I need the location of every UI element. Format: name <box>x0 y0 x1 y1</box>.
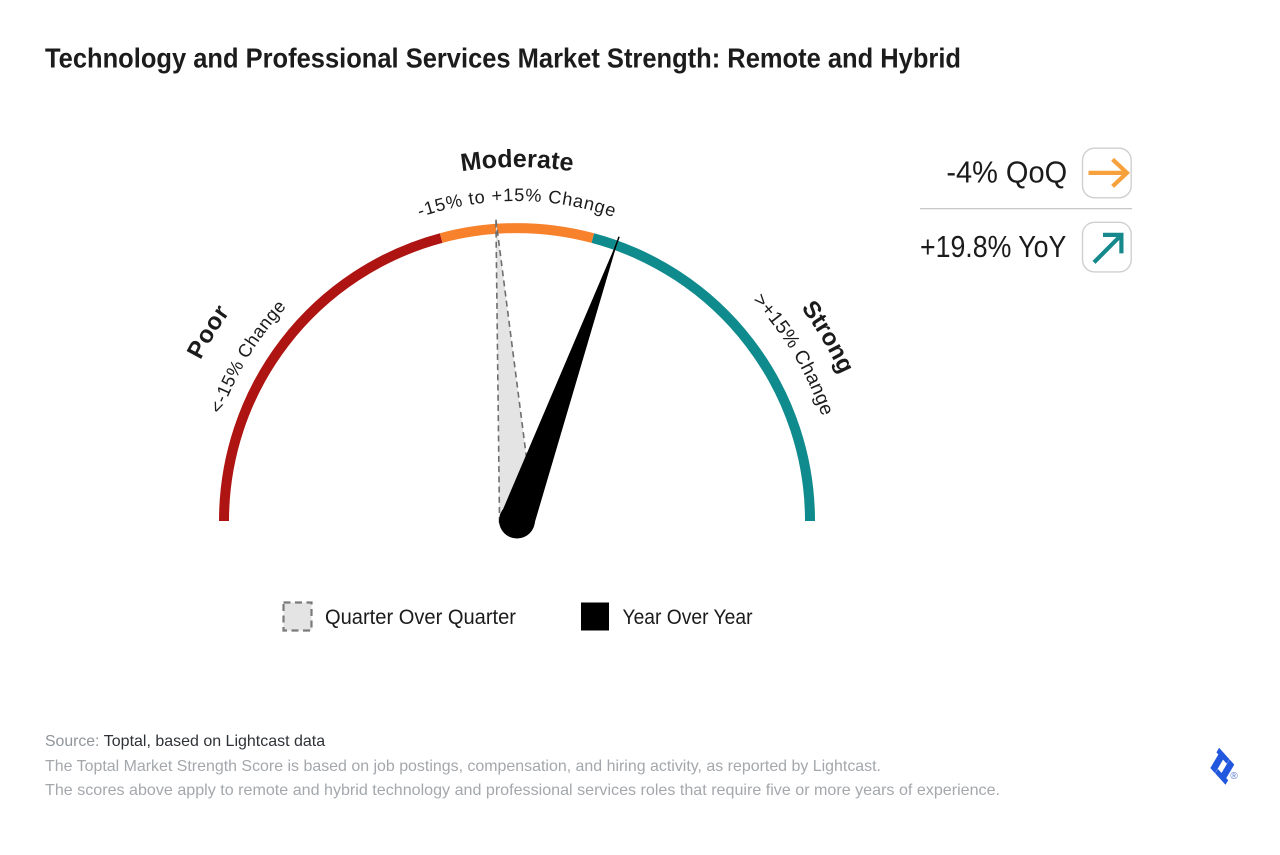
svg-text:The scores above apply to remo: The scores above apply to remote and hyb… <box>45 782 1000 799</box>
svg-text:Technology and Professional Se: Technology and Professional Services Mar… <box>45 43 961 74</box>
svg-text:®: ® <box>1230 771 1238 782</box>
svg-text:The Toptal Market Strength Sco: The Toptal Market Strength Score is base… <box>45 758 881 775</box>
svg-text:Year Over Year: Year Over Year <box>623 606 753 629</box>
svg-text:Toptal, based on Lightcast dat: Toptal, based on Lightcast data <box>104 733 326 750</box>
svg-text:Quarter Over Quarter: Quarter Over Quarter <box>325 606 516 629</box>
svg-text:Source:: Source: <box>45 733 99 750</box>
svg-text:+19.8% YoY: +19.8% YoY <box>920 230 1066 264</box>
svg-text:Moderate: Moderate <box>459 145 576 177</box>
svg-text:-4% QoQ: -4% QoQ <box>946 156 1067 190</box>
